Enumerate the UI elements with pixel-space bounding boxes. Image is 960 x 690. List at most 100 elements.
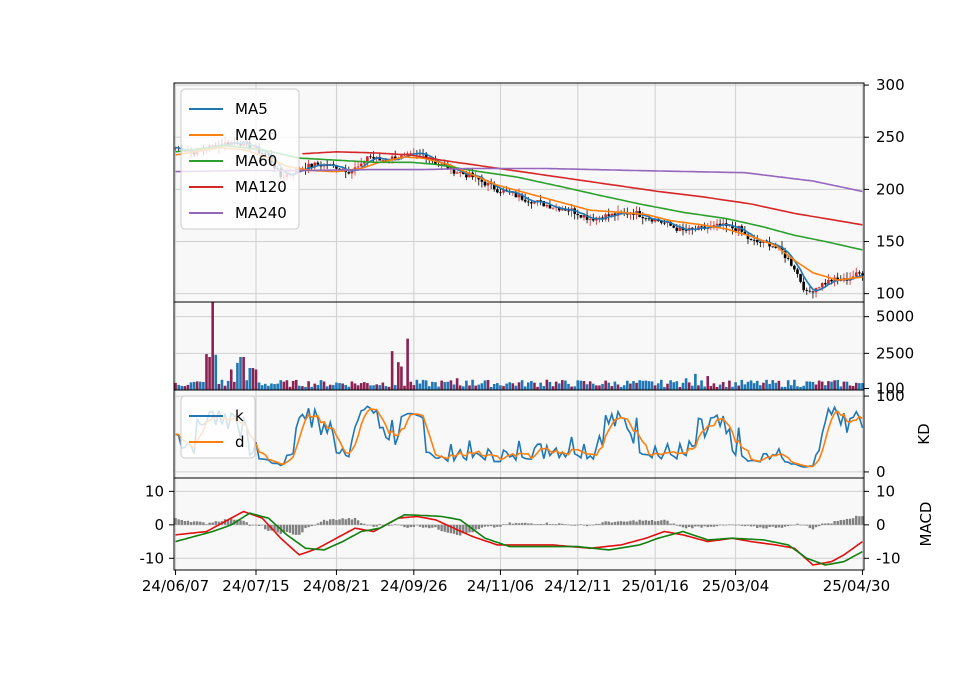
candle-body bbox=[731, 225, 734, 229]
volume-bar bbox=[282, 381, 286, 390]
macd-histogram-bar bbox=[483, 524, 487, 527]
candle-body bbox=[786, 258, 790, 259]
series-line-dif bbox=[175, 510, 863, 566]
volume-bar bbox=[625, 380, 629, 390]
candle-body bbox=[434, 161, 437, 165]
macd-histogram-bar bbox=[409, 524, 412, 528]
volume-bar bbox=[858, 383, 861, 390]
volume-bar bbox=[653, 385, 657, 390]
candle-body bbox=[591, 219, 595, 221]
volume-bar bbox=[824, 385, 827, 390]
volume-bar bbox=[449, 380, 453, 390]
macd-histogram-bar bbox=[443, 524, 446, 532]
price-legend-label-MA240: MA240 bbox=[235, 204, 287, 222]
volume-bar bbox=[570, 386, 573, 390]
candle-body bbox=[520, 194, 524, 200]
price-axis-rtick-label-1: 150 bbox=[876, 233, 905, 251]
volume-bar bbox=[675, 381, 679, 390]
volume-bar bbox=[520, 380, 524, 390]
macd-axis-ltick-label-0: -10 bbox=[140, 549, 165, 567]
volume-bar bbox=[731, 386, 734, 390]
volume-bar bbox=[446, 381, 450, 390]
macd-histogram-bar bbox=[480, 524, 484, 528]
price-axis-rtick-label-4: 300 bbox=[876, 76, 905, 94]
volume-bar bbox=[381, 382, 385, 390]
macd-histogram-bar bbox=[709, 524, 713, 527]
price-axis-rtick-label-2: 200 bbox=[876, 180, 905, 198]
volume-bar bbox=[811, 381, 815, 390]
candle-body bbox=[808, 290, 812, 292]
volume-bar bbox=[350, 381, 354, 390]
macd-histogram-bar bbox=[548, 524, 552, 525]
candle-body bbox=[316, 162, 320, 165]
candle-body bbox=[567, 210, 570, 212]
volume-bar bbox=[533, 382, 536, 390]
candle-body bbox=[678, 227, 682, 231]
volume-bar bbox=[443, 382, 447, 390]
macd-histogram-bar bbox=[632, 520, 635, 525]
volume-bar bbox=[462, 386, 465, 390]
candle-body bbox=[579, 215, 583, 218]
macd-histogram-bar bbox=[728, 524, 731, 526]
candle-body bbox=[827, 279, 830, 285]
macd-histogram-bar bbox=[217, 521, 221, 525]
volume-bar bbox=[437, 386, 440, 390]
macd-histogram-bar bbox=[663, 519, 666, 525]
macd-histogram-bar bbox=[424, 524, 428, 528]
volume-bar bbox=[622, 385, 626, 390]
macd-histogram-bar bbox=[561, 523, 564, 525]
macd-histogram-bar bbox=[372, 524, 375, 527]
volume-bar bbox=[369, 385, 372, 390]
volume-bar bbox=[576, 380, 580, 390]
volume-bar bbox=[854, 382, 858, 390]
macd-axis-rtick-label-1: 0 bbox=[876, 516, 886, 534]
volume-bar bbox=[740, 379, 744, 390]
candle-body bbox=[817, 287, 821, 289]
volume-bar bbox=[344, 385, 348, 390]
macd-histogram-bar bbox=[691, 524, 694, 529]
candle-body bbox=[774, 246, 778, 248]
volume-bar bbox=[332, 384, 335, 390]
candle-body bbox=[759, 242, 762, 243]
macd-histogram-bar bbox=[598, 523, 601, 525]
volume-bar bbox=[641, 380, 645, 390]
volume-bar bbox=[839, 386, 843, 390]
volume-panel-background bbox=[174, 302, 864, 390]
macd-histogram-bar bbox=[496, 524, 499, 527]
candle-body bbox=[582, 215, 586, 218]
macd-histogram-bar bbox=[214, 521, 217, 525]
volume-bar bbox=[814, 384, 818, 390]
candle-body bbox=[359, 163, 363, 167]
candle-body bbox=[511, 192, 515, 194]
volume-bar bbox=[514, 385, 518, 390]
macd-histogram-bar bbox=[731, 524, 734, 526]
macd-histogram-bar bbox=[567, 524, 570, 526]
volume-bar bbox=[310, 386, 313, 390]
macd-histogram-bar bbox=[313, 524, 316, 526]
volume-bar bbox=[690, 385, 694, 390]
macd-histogram-bar bbox=[394, 524, 397, 525]
macd-histogram-bar bbox=[257, 524, 261, 526]
volume-bar bbox=[678, 387, 682, 390]
macd-histogram-bar bbox=[842, 519, 846, 525]
candle-body bbox=[854, 272, 858, 277]
macd-axis-ltick-label-2: 10 bbox=[145, 482, 164, 500]
macd-histogram-bar bbox=[746, 524, 750, 526]
macd-histogram-bar bbox=[861, 516, 864, 525]
candle-body bbox=[598, 217, 601, 219]
macd-histogram-bar bbox=[477, 524, 480, 530]
candle-body bbox=[820, 283, 824, 288]
volume-bar bbox=[233, 381, 236, 390]
macd-histogram-bar bbox=[694, 524, 697, 527]
macd-histogram-bar bbox=[502, 524, 505, 525]
macd-histogram-bar bbox=[267, 524, 270, 531]
volume-bar bbox=[502, 385, 505, 390]
macd-histogram-bar bbox=[756, 524, 759, 529]
macd-histogram-bar bbox=[647, 520, 651, 525]
macd-histogram-bar bbox=[554, 524, 558, 525]
macd-histogram-bar bbox=[762, 524, 765, 529]
candle-body bbox=[830, 279, 833, 282]
macd-histogram-bar bbox=[684, 524, 688, 529]
macd-histogram-bar bbox=[564, 524, 567, 525]
